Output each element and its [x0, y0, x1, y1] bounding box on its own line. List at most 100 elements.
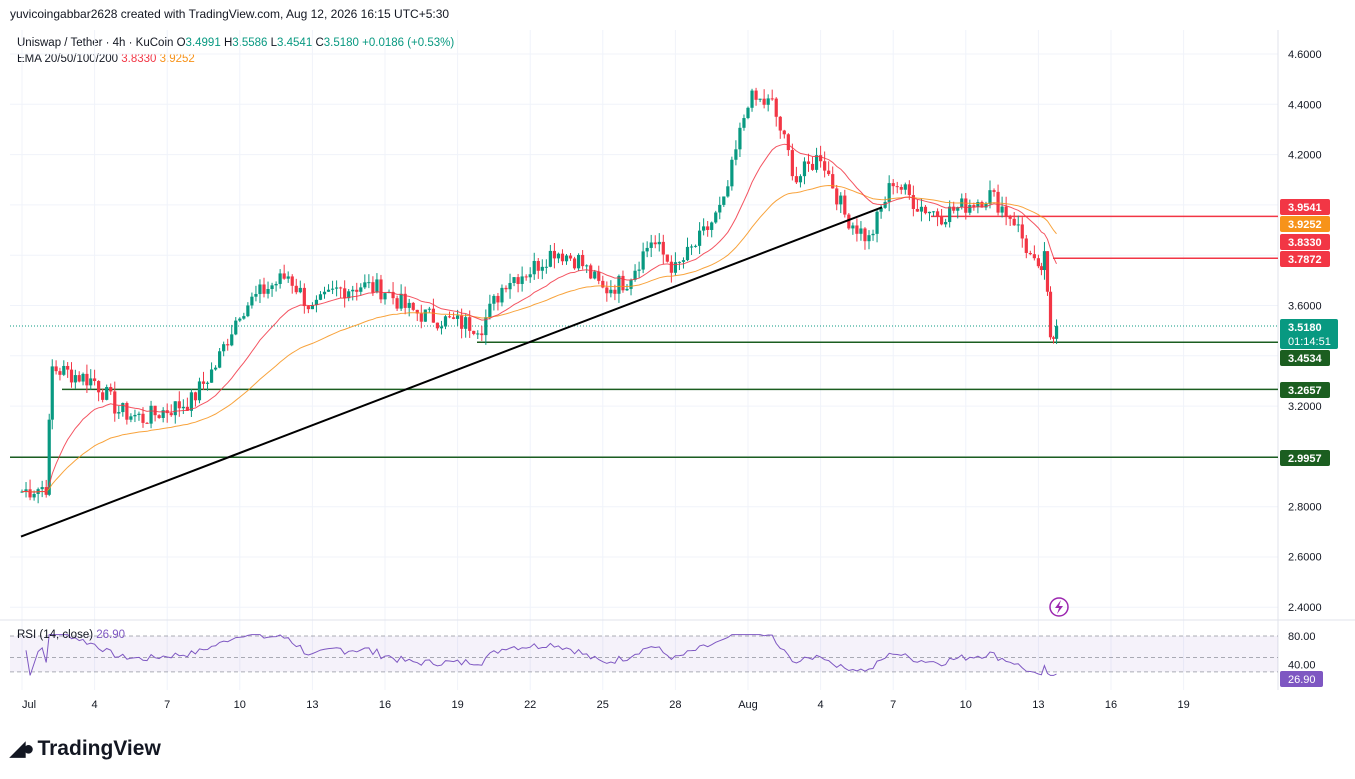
- candle-body: [609, 289, 613, 294]
- candle-body: [125, 403, 129, 420]
- price-tag: 3.9541: [1280, 199, 1330, 215]
- candle-body: [802, 161, 807, 177]
- candle-body: [427, 308, 431, 310]
- candle-body: [754, 90, 758, 100]
- candle-body: [621, 275, 625, 291]
- candle-body: [831, 174, 835, 189]
- candle-body: [931, 211, 936, 213]
- candle-body: [484, 317, 488, 336]
- candle-body: [536, 260, 540, 271]
- candle-body: [847, 214, 851, 229]
- candle-body: [54, 366, 58, 372]
- candle-body: [988, 190, 992, 204]
- candle-body: [1042, 251, 1047, 271]
- candle-body: [669, 261, 673, 273]
- x-tick-label: 4: [818, 699, 824, 711]
- candle-body: [774, 98, 778, 117]
- candle-body: [919, 206, 924, 212]
- candle-body: [157, 415, 161, 418]
- candle-body: [242, 316, 246, 319]
- lightning-icon[interactable]: [1049, 597, 1069, 617]
- candle-body: [77, 375, 81, 382]
- ema20-value: 3.8330: [121, 53, 157, 65]
- rsi-axis-label: 40.00: [1288, 660, 1316, 672]
- candle-body: [633, 270, 637, 280]
- time-axis[interactable]: Jul 4 7 10 13 16 19 22 25 28 Aug 4 7 10 13 16 19: [22, 699, 1190, 711]
- candle-body: [859, 228, 863, 234]
- candle-body: [532, 260, 536, 275]
- candle-body: [423, 309, 427, 322]
- svg-text:01:14:51: 01:14:51: [1288, 336, 1331, 348]
- candle-body: [314, 299, 319, 306]
- rsi-title[interactable]: RSI (14, close): [17, 629, 94, 641]
- tradingview-logo[interactable]: ◢● TradingView: [10, 736, 161, 761]
- current-price-tag: 3.5180 01:14:51: [1280, 319, 1338, 349]
- candle-body: [685, 246, 690, 261]
- svg-text:3.8330: 3.8330: [1288, 237, 1322, 249]
- svg-text:3.9541: 3.9541: [1288, 202, 1322, 214]
- candle-body: [766, 98, 770, 105]
- candle-body: [205, 382, 210, 384]
- candle-body: [1045, 251, 1050, 292]
- candle-body: [339, 287, 343, 289]
- x-tick-label: 28: [669, 699, 681, 711]
- candle-body: [798, 176, 803, 183]
- candle-body: [1036, 258, 1040, 267]
- candle-body: [383, 293, 387, 300]
- x-tick-label: 10: [960, 699, 972, 711]
- chart-credit: yuvicoingabbar2628 created with TradingV…: [10, 7, 450, 21]
- candle-body: [786, 134, 790, 151]
- candle-body: [169, 413, 173, 416]
- candle-body: [250, 296, 254, 306]
- candle-body: [879, 207, 883, 212]
- open-value: 3.4991: [185, 37, 221, 49]
- candle-body: [113, 391, 117, 414]
- candle-body: [762, 98, 766, 105]
- candle-body: [742, 118, 746, 128]
- svg-text:3.7872: 3.7872: [1288, 254, 1322, 266]
- candle-body: [524, 276, 528, 278]
- candle-body: [585, 265, 589, 267]
- candle-body: [722, 196, 726, 205]
- candle-body: [89, 378, 93, 386]
- candle-body: [435, 322, 440, 329]
- candle-body: [564, 255, 569, 262]
- candle-body: [750, 90, 754, 108]
- candle-body: [40, 487, 44, 490]
- candle-body: [516, 277, 520, 284]
- candle-body: [814, 155, 819, 170]
- low-value: 3.4541: [277, 37, 313, 49]
- candle-body: [855, 225, 859, 234]
- candle-body: [863, 228, 867, 242]
- candle-body: [222, 344, 226, 352]
- candle-body: [605, 287, 609, 294]
- candle-body: [996, 191, 1000, 213]
- candle-body: [968, 205, 972, 213]
- y-tick-label: 3.6000: [1288, 300, 1322, 312]
- x-tick-label: 10: [234, 699, 246, 711]
- trendline[interactable]: [20, 206, 883, 538]
- candle-body: [875, 211, 879, 234]
- candle-body: [73, 375, 77, 383]
- candle-body: [730, 159, 734, 187]
- x-tick-label: 7: [164, 699, 170, 711]
- close-label: C: [315, 37, 324, 49]
- candle-body: [464, 317, 468, 329]
- candle-body: [714, 212, 718, 223]
- grid: [0, 30, 1355, 690]
- candle-body: [601, 280, 605, 288]
- candle-body: [149, 405, 153, 424]
- x-tick-label: 22: [524, 699, 536, 711]
- symbol-title[interactable]: Uniswap / Tether · 4h · KuCoin: [17, 37, 174, 49]
- candle-body: [488, 303, 492, 318]
- ema50-line: [21, 184, 1057, 493]
- candle-body: [891, 183, 895, 187]
- candle-body: [1051, 337, 1056, 339]
- price-axis[interactable]: 4.6000 4.4000 4.2000 3.6000 3.2000 2.8000 2.60…: [1288, 49, 1322, 614]
- candle-body: [173, 401, 177, 416]
- candle-body: [665, 254, 669, 262]
- candle-body: [544, 266, 548, 268]
- candle-body: [702, 226, 706, 231]
- ema-label[interactable]: EMA 20/50/100/200: [17, 53, 119, 65]
